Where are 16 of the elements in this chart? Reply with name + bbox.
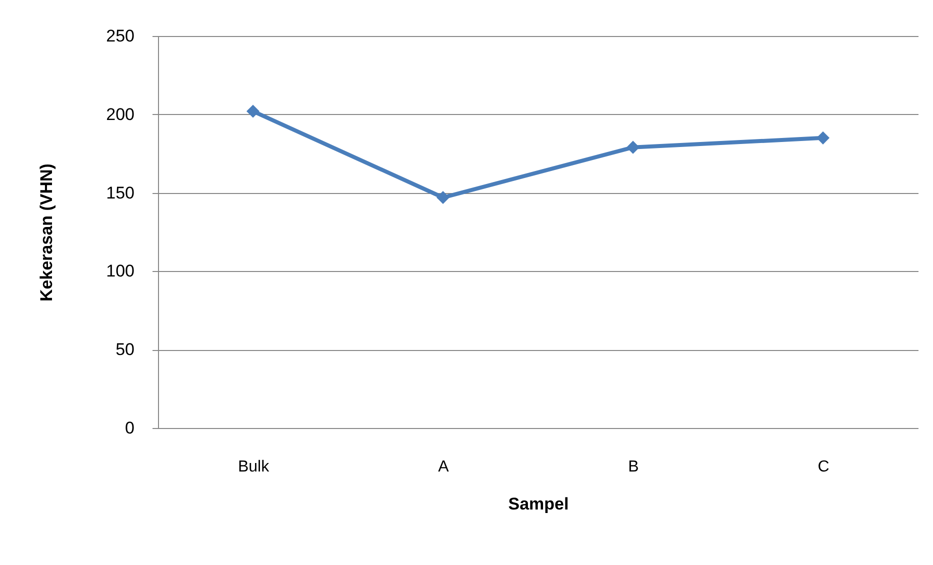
point <box>436 190 450 204</box>
x-tick-label: B <box>628 458 639 476</box>
y-axis-title: Kekerasan (VHN) <box>37 164 56 302</box>
y-tick-label: 250 <box>106 26 134 46</box>
x-tick-label: A <box>438 458 450 476</box>
y-tick-label: 100 <box>106 262 134 281</box>
point <box>626 140 640 154</box>
x-axis-title: Sampel <box>508 494 569 514</box>
x-tick-label: C <box>818 458 830 476</box>
point <box>246 104 260 118</box>
point <box>816 131 830 144</box>
y-tick-label: 50 <box>116 340 134 360</box>
y-tick-label: 0 <box>125 418 134 438</box>
x-tick-label: Bulk <box>238 458 270 476</box>
y-tick-label: 150 <box>106 183 134 202</box>
y-tick-label: 200 <box>106 104 134 124</box>
